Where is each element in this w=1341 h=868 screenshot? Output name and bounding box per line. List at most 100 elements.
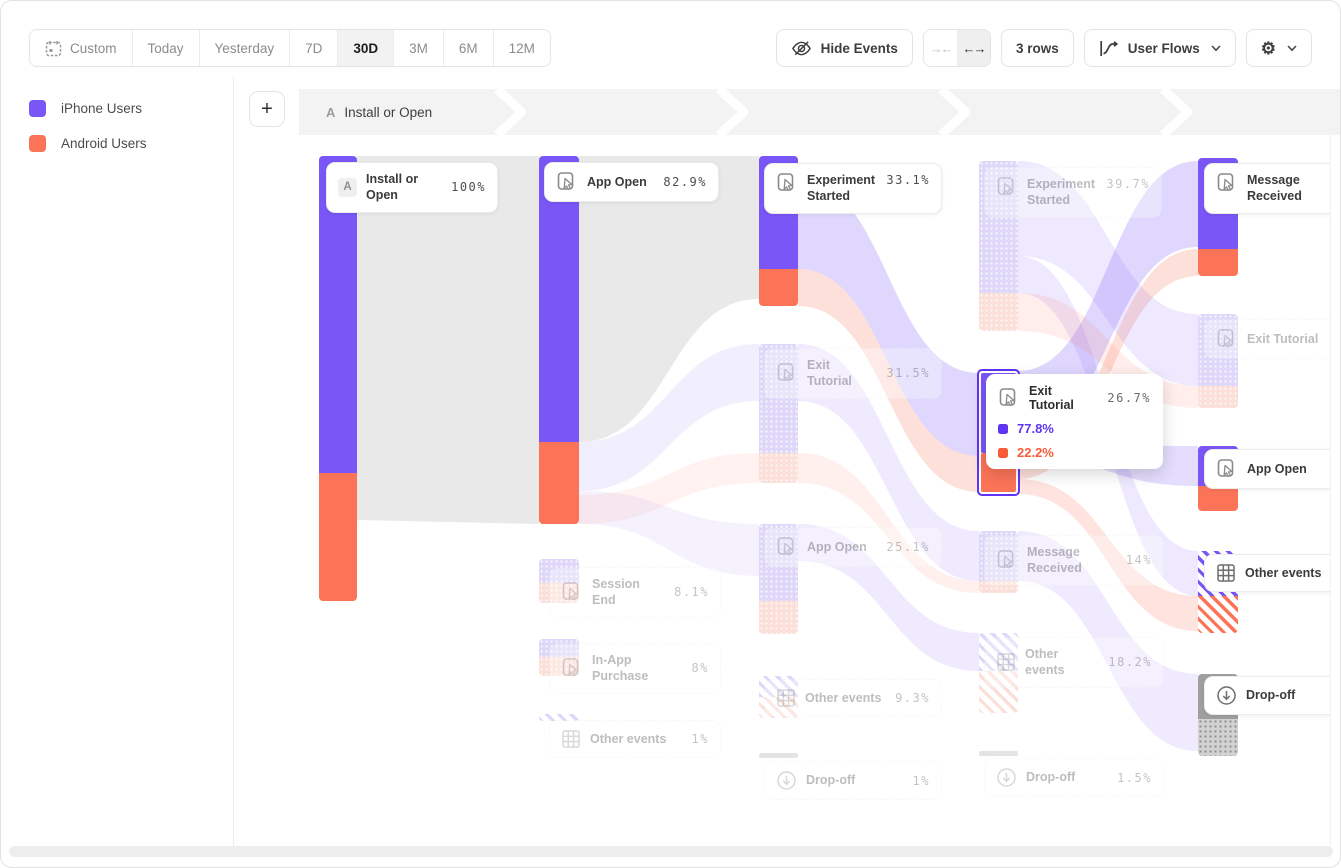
view-type-label: User Flows [1127,40,1200,56]
node-percent: 8% [691,661,709,676]
node-bar-in-app-purchase[interactable] [539,639,579,676]
node-card-drop-off-step4[interactable]: Drop-off 1.5% [984,758,1164,797]
node-label: Drop-off [1026,770,1076,785]
flow-appopen-to-experiment [579,156,759,442]
flow-dim [579,453,759,524]
node-card-app-open-step3[interactable]: App Open 25.1% [764,527,942,567]
legend-item-iphone-users[interactable]: iPhone Users [29,100,142,117]
hide-events-button[interactable]: Hide Events [775,29,913,67]
expand-columns-icon[interactable]: ←→ [956,30,990,66]
node-card-app-open-step5[interactable]: App Open [1204,449,1331,489]
bar-segment-android [539,442,579,524]
android-users-swatch [29,135,46,152]
date-range-7d[interactable]: 7D [290,30,339,66]
bar-segment-iphone-dim [539,559,579,583]
flow-dim [1018,161,1198,386]
legend-label: iPhone Users [61,101,143,116]
hide-events-label: Hide Events [820,40,898,56]
add-step-button[interactable]: + [249,91,285,127]
tooltip-breakdown-iphone: 77.8% [998,421,1151,436]
node-percent: 25.1% [886,540,930,554]
step-event-label: Install or Open [344,104,433,120]
step-1-event-chip[interactable]: A Install or Open [326,89,432,135]
date-range-30d-selected[interactable]: 30D [338,30,395,66]
event-click-icon [997,550,1014,569]
grid-icon [562,730,580,748]
node-bar-drop-off-step4[interactable] [979,751,1018,756]
node-card-experiment-started-step4[interactable]: Experiment Started 39.7% [984,167,1162,218]
node-bar-other-events-step2[interactable] [539,714,579,721]
node-card-drop-off-step3[interactable]: Drop-off 1% [764,761,942,800]
node-card-other-events-step4[interactable]: Other events 18.2% [984,637,1164,688]
bar-segment-iphone-dim [759,344,798,453]
flow-exittutorial-to-messagereceived [1018,161,1198,441]
event-click-icon [999,388,1016,407]
bar-segment-android-dim [1198,386,1238,408]
node-percent: 14% [1125,553,1152,568]
node-card-app-open[interactable]: App Open 82.9% [544,162,719,202]
iphone-users-swatch [29,100,46,117]
date-range-6m[interactable]: 6M [443,30,494,66]
chevron-down-icon [1287,44,1297,51]
step-separator-chevron [1160,89,1192,135]
horizontal-scrollbar[interactable] [9,846,1333,857]
node-card-other-events-step3[interactable]: Other events 9.3% [764,679,942,717]
node-percent: 100% [451,180,486,195]
settings-dropdown[interactable]: ⚙ [1245,29,1312,67]
flow-experiment-to-exittutorial-orange [798,269,979,492]
node-card-session-end[interactable]: Session End 8.1% [549,567,721,618]
node-bar-session-end[interactable] [539,559,579,603]
sidebar-divider [233,77,234,856]
date-range-3m[interactable]: 3M [394,30,444,66]
vertical-scroll-gutter [1330,135,1340,846]
bar-segment-android-dim [539,583,579,603]
node-bar-drop-off-step3[interactable] [759,753,798,758]
legend-item-android-users[interactable]: Android Users [29,135,147,152]
node-card-experiment-started[interactable]: Experiment Started 33.1% [764,163,942,214]
grid-icon [997,653,1015,671]
node-card-install-or-open[interactable]: A Install or Open 100% [326,162,498,213]
node-bar-experiment-started-step4[interactable] [979,161,1018,331]
date-range-12m[interactable]: 12M [493,30,550,66]
event-click-icon [997,177,1014,196]
node-card-drop-off-step5[interactable]: Drop-off [1204,676,1331,715]
node-bar-install-or-open[interactable] [319,156,357,601]
node-label: Experiment Started [1027,177,1096,208]
node-percent: 8.1% [674,585,709,600]
event-click-icon [1217,173,1234,192]
flow-experiment-to-exittutorial-purple [798,179,979,456]
node-card-other-events-step2[interactable]: Other events 1% [549,720,721,758]
date-range-yesterday[interactable]: Yesterday [199,30,291,66]
node-card-message-received-step5[interactable]: Message Received [1204,163,1331,214]
event-click-icon [1217,459,1234,478]
date-range-today[interactable]: Today [132,30,200,66]
user-flows-icon [1100,40,1118,56]
bar-segment-iphone-dim [979,161,1018,293]
node-card-other-events-step5[interactable]: Other events [1204,554,1331,592]
eye-off-icon [791,40,811,55]
flow-dim [798,344,979,581]
node-card-in-app-purchase[interactable]: In-App Purchase 8% [549,643,721,694]
node-bar-app-open[interactable] [539,156,579,524]
event-click-icon [562,658,579,677]
node-percent: 33.1% [886,173,930,187]
flow-install-to-appopen [357,156,539,524]
rows-button[interactable]: 3 rows [1000,29,1074,67]
event-click-icon [777,173,794,192]
gear-icon: ⚙ [1260,38,1276,58]
flow-ribbons [357,156,1198,751]
node-label: Other events [1245,565,1322,580]
node-card-message-received-step4[interactable]: Message Received 14% [984,535,1164,586]
bar-segment-android-dim [979,293,1018,331]
node-card-exit-tutorial-step5[interactable]: Exit Tutorial [1204,319,1331,359]
bar-segment-iphone [539,156,579,442]
node-bar-exit-tutorial-step3[interactable] [759,344,798,483]
node-card-exit-tutorial-step3[interactable]: Exit Tutorial 31.5% [764,348,942,399]
bar-segment-hatch-dim [539,714,579,721]
view-type-dropdown[interactable]: User Flows [1083,29,1236,67]
flow-dim [1018,531,1198,751]
steps-bar: A Install or Open [299,89,1340,135]
iphone-users-swatch [998,423,1008,434]
date-range-custom[interactable]: Custom [30,30,133,66]
collapse-columns-icon[interactable]: →← [923,30,957,66]
